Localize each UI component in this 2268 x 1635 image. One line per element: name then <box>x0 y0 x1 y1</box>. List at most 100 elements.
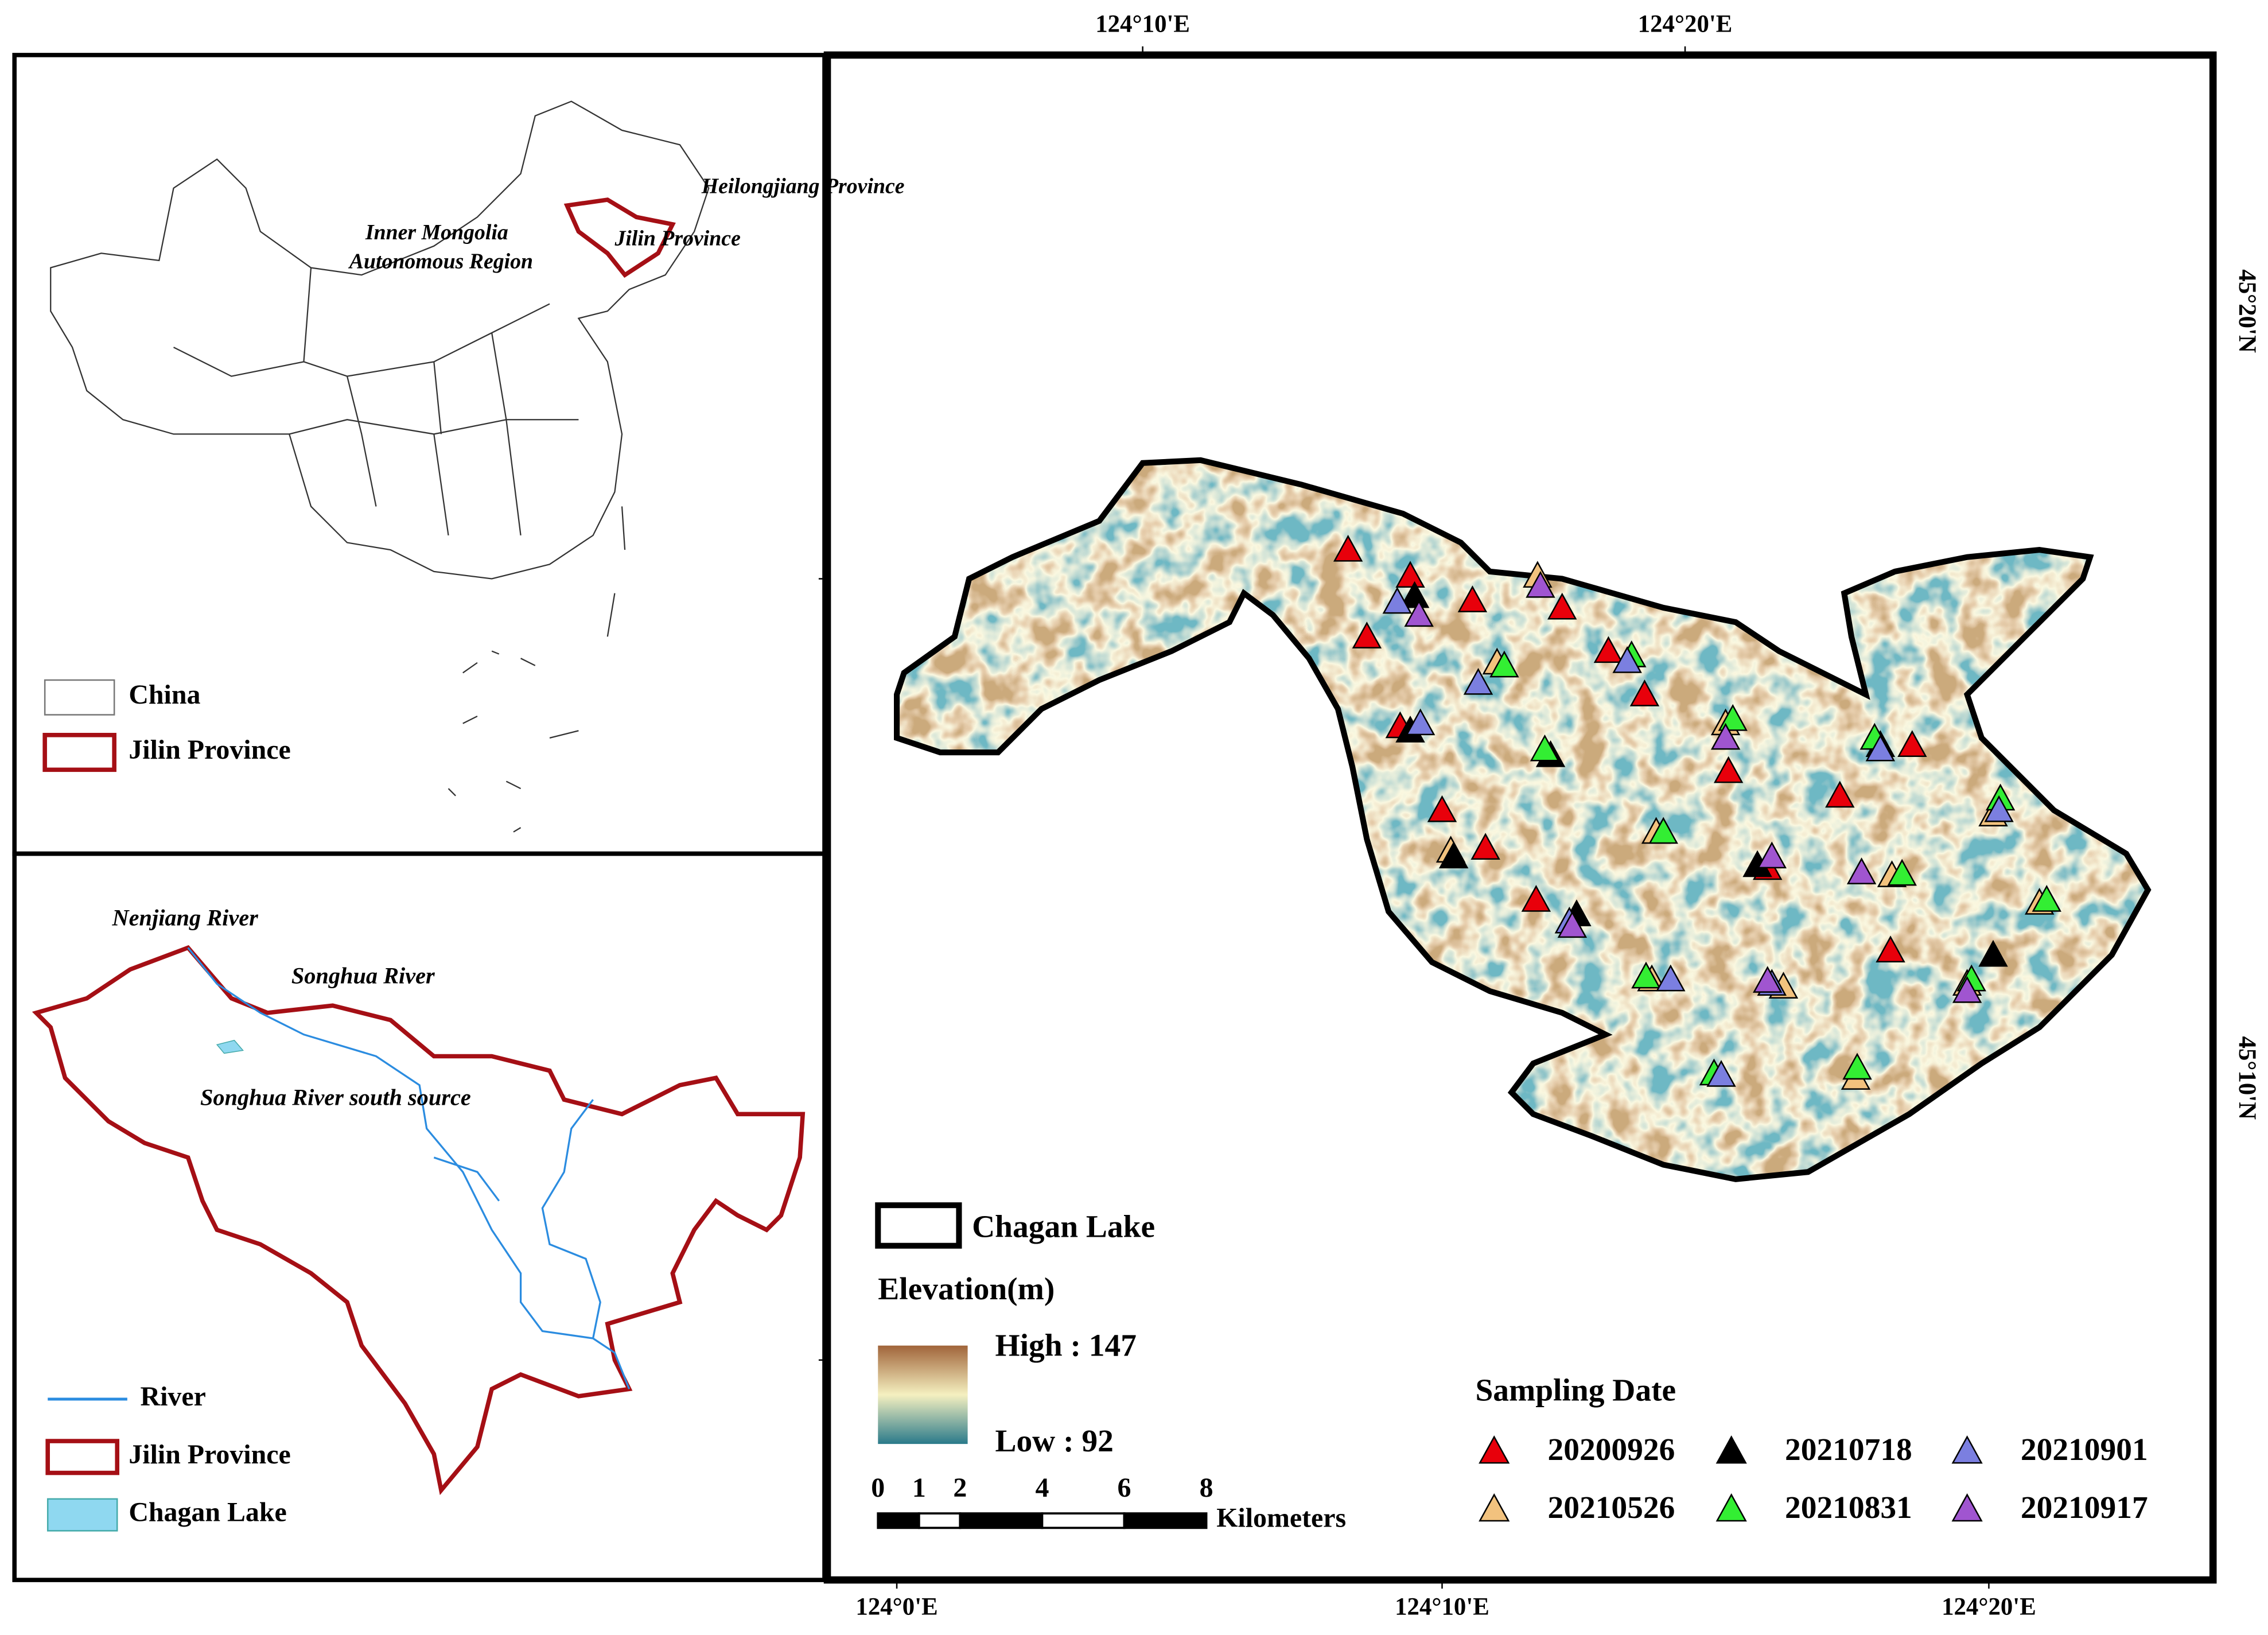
sampling-title: Sampling Date <box>1475 1373 1676 1408</box>
legend-label: 20200926 <box>1548 1432 1675 1467</box>
legend-symbol <box>1951 1493 1983 1522</box>
china-outline <box>50 100 710 833</box>
map-label: 45°10'N <box>2234 1036 2261 1120</box>
map-label: China <box>129 679 200 710</box>
sample-point <box>1404 600 1434 627</box>
chagan-lake-outline <box>894 457 2152 1182</box>
legend-symbol <box>1479 1493 1510 1522</box>
scale-segment <box>1123 1512 1208 1529</box>
legend-swatch <box>44 679 115 716</box>
sample-point <box>1984 795 2014 822</box>
sample-point <box>1438 841 1469 869</box>
sample-point <box>1399 581 1430 608</box>
map-label: Autonomous Region <box>348 250 533 274</box>
sample-point <box>1547 592 1577 620</box>
map-label: 45°20'N <box>2234 269 2261 353</box>
legend-label: 20210526 <box>1548 1490 1675 1525</box>
scale-segment <box>877 1512 920 1529</box>
lake-legend-label: Chagan Lake <box>972 1209 1155 1244</box>
scale-tick-label: 2 <box>953 1473 967 1503</box>
sample-point <box>1470 833 1500 860</box>
legend-label: 20210917 <box>2021 1490 2148 1525</box>
legend-symbol <box>1715 1435 1747 1464</box>
sample-point <box>1648 817 1678 844</box>
map-label: Heilongjiang Province <box>701 174 905 199</box>
scale-tick-label: 8 <box>1200 1473 1213 1503</box>
sample-point <box>1631 961 1661 989</box>
legend-symbol <box>1715 1493 1747 1522</box>
sample-point <box>1713 756 1744 783</box>
sample-point <box>1952 976 1982 1003</box>
scale-tick-label: 0 <box>871 1473 885 1503</box>
sample-point <box>1395 561 1425 588</box>
map-label: Jilin Province <box>129 735 290 765</box>
sample-point <box>1526 570 1555 598</box>
sample-point <box>1333 534 1363 562</box>
map-label: 124°10'E <box>1395 1593 1489 1620</box>
sample-point <box>1352 622 1382 648</box>
sample-point <box>1842 1053 1872 1080</box>
sample-point <box>1427 795 1457 822</box>
legend-label: 20210718 <box>1785 1432 1912 1467</box>
scale-unit: Kilometers <box>1216 1503 1346 1533</box>
scale-segment <box>1041 1512 1126 1529</box>
elevation-title: Elevation(m) <box>878 1271 1055 1306</box>
sample-point <box>1753 966 1783 993</box>
scale-tick-label: 4 <box>1035 1473 1049 1503</box>
sample-point <box>1463 667 1493 695</box>
map-label: Chagan Lake <box>129 1497 286 1528</box>
legend-swatch <box>42 733 116 772</box>
chagan-lake-inset <box>216 1039 244 1054</box>
labels: 124°10'E 124°20'E 124°0'E 124°10'E 124°20'E 4… <box>42 10 2261 1620</box>
sample-points <box>1333 534 2061 1090</box>
legend-symbol <box>1951 1435 1983 1464</box>
sample-point <box>1865 734 1896 762</box>
sample-point <box>1557 911 1588 938</box>
sample-point <box>1757 841 1787 869</box>
sample-point <box>1521 885 1551 912</box>
sample-point <box>1656 964 1686 992</box>
map-label: 124°0'E <box>855 1593 937 1620</box>
sample-point <box>1876 935 1905 962</box>
scale-tick-label: 1 <box>912 1473 926 1503</box>
legend-swatch <box>45 1439 119 1475</box>
sample-point <box>1846 857 1877 884</box>
map-label: 124°20'E <box>1942 1593 2036 1620</box>
legend-label: 20210901 <box>2021 1432 2148 1467</box>
elevation-ramp <box>878 1345 968 1444</box>
legend-symbol <box>1479 1435 1510 1464</box>
sampling-legend: 20200926 20210718 20210901 20210526 20210831… <box>1479 1432 2148 1525</box>
sample-point <box>1706 1060 1736 1087</box>
sample-point <box>1593 636 1624 663</box>
sample-point <box>1897 730 1927 757</box>
lake-legend-swatch <box>875 1202 962 1249</box>
legend-swatch <box>46 1498 118 1532</box>
elevation-high: High : 147 <box>995 1327 1136 1362</box>
legend-label: 20210831 <box>1785 1490 1912 1525</box>
sample-point <box>1530 734 1560 762</box>
sample-point <box>1489 650 1519 678</box>
sample-point <box>1978 939 2008 967</box>
map-label: Songhua River south source <box>200 1084 471 1110</box>
sample-point <box>1405 708 1436 736</box>
map-label: Songhua River <box>291 963 435 989</box>
map-label: River <box>141 1381 206 1412</box>
sample-point <box>1457 585 1488 612</box>
jilin-highlight <box>563 197 676 278</box>
map-label: Nenjiang River <box>112 905 259 931</box>
sample-point <box>1710 723 1741 750</box>
map-label: Jilin Province <box>129 1439 290 1470</box>
sample-point <box>1382 587 1413 614</box>
scale-segment <box>917 1512 962 1529</box>
scale-segment <box>959 1512 1044 1529</box>
rivers <box>187 947 631 1389</box>
map-label: Jilin Province <box>614 226 740 250</box>
jilin-outline <box>32 945 806 1496</box>
elevation-low: Low : 92 <box>995 1423 1113 1458</box>
sample-point <box>2032 885 2061 912</box>
sample-point <box>1887 859 1917 886</box>
